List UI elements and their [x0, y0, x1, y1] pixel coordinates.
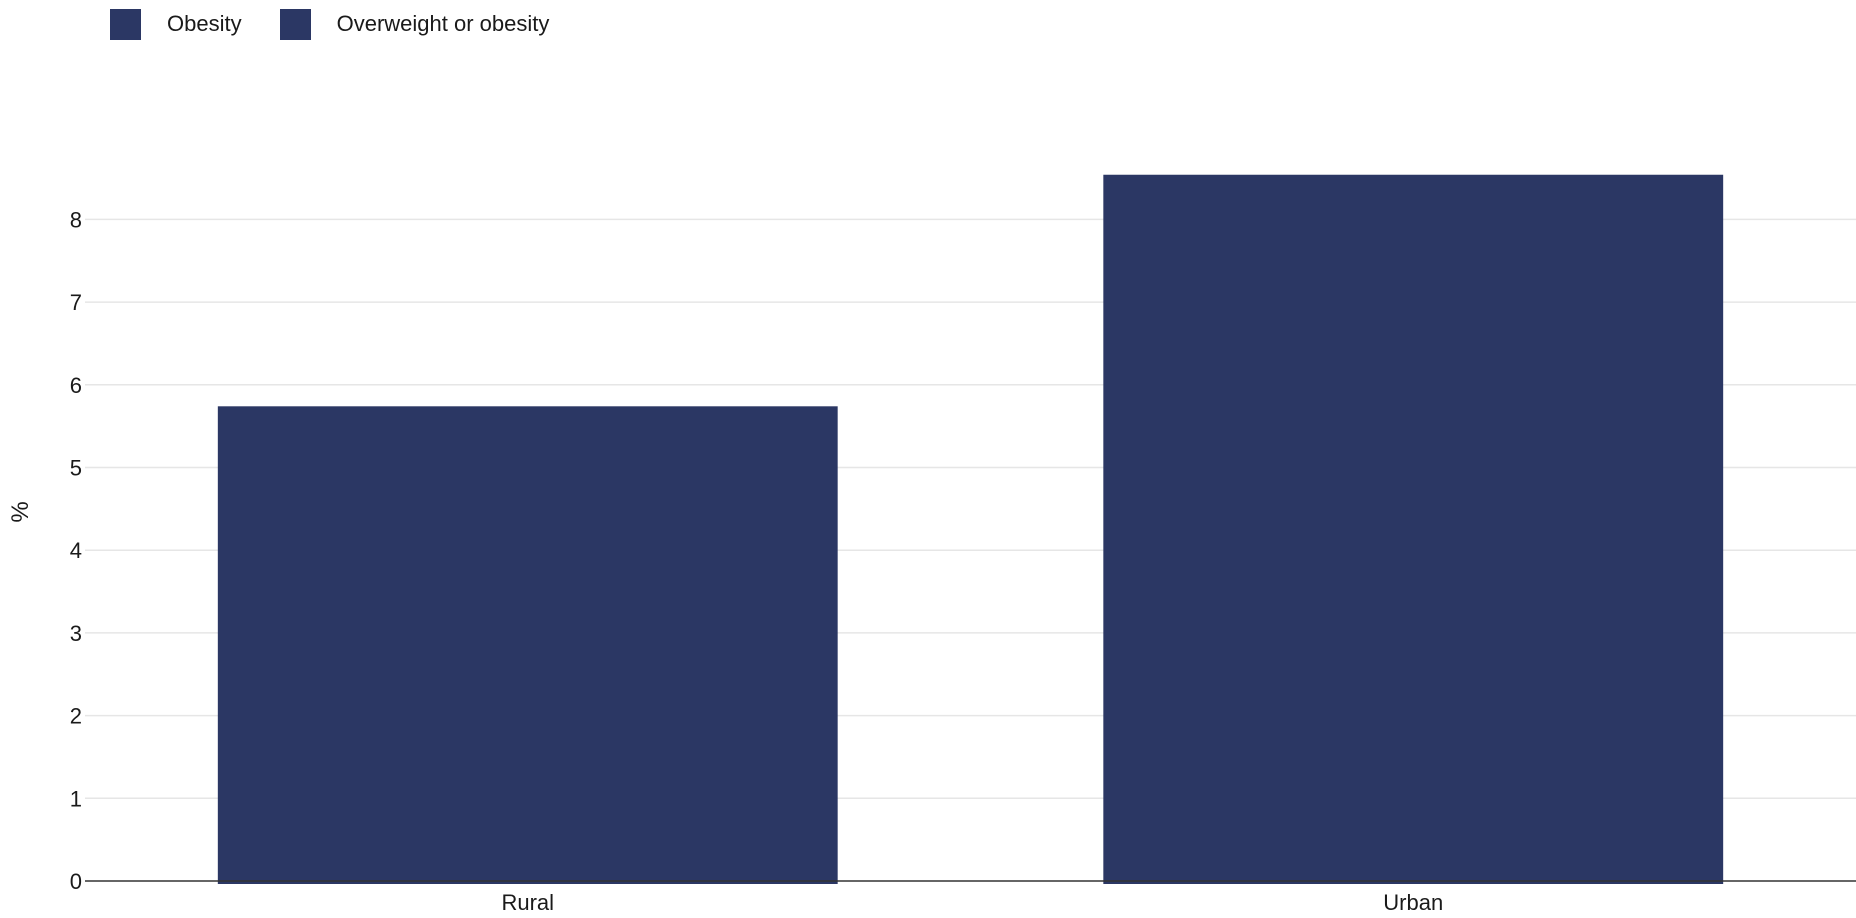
y-tick-label: 7: [70, 290, 82, 315]
y-tick-label: 6: [70, 373, 82, 398]
y-tick-label: 4: [70, 538, 82, 563]
chart-legend: Obesity Overweight or obesity: [110, 8, 549, 40]
y-axis-title: %: [7, 501, 34, 522]
x-tick-labels: Rural Urban: [501, 890, 1443, 915]
y-tick-label: 1: [70, 786, 82, 811]
x-tick-label-urban: Urban: [1383, 890, 1443, 915]
y-tick-label: 8: [70, 207, 82, 232]
y-tick-label: 2: [70, 704, 82, 729]
legend-item-obesity[interactable]: Obesity: [110, 8, 242, 40]
legend-label-overweight-or-obesity: Overweight or obesity: [336, 11, 550, 36]
legend-swatch-obesity: [110, 8, 141, 40]
bar-urban[interactable]: [1103, 174, 1724, 884]
y-tick-labels: 0 1 2 3 4 5 6 7 8: [70, 207, 82, 894]
y-tick-label: 3: [70, 621, 82, 646]
y-tick-label: 5: [70, 456, 82, 481]
x-tick-label-rural: Rural: [501, 890, 554, 915]
bars: [217, 174, 1724, 884]
legend-label-obesity: Obesity: [167, 11, 242, 36]
legend-item-overweight-or-obesity[interactable]: Overweight or obesity: [279, 8, 550, 40]
legend-swatch-overweight-or-obesity: [279, 8, 311, 40]
bar-rural[interactable]: [217, 406, 838, 884]
y-tick-label: 0: [70, 869, 82, 894]
